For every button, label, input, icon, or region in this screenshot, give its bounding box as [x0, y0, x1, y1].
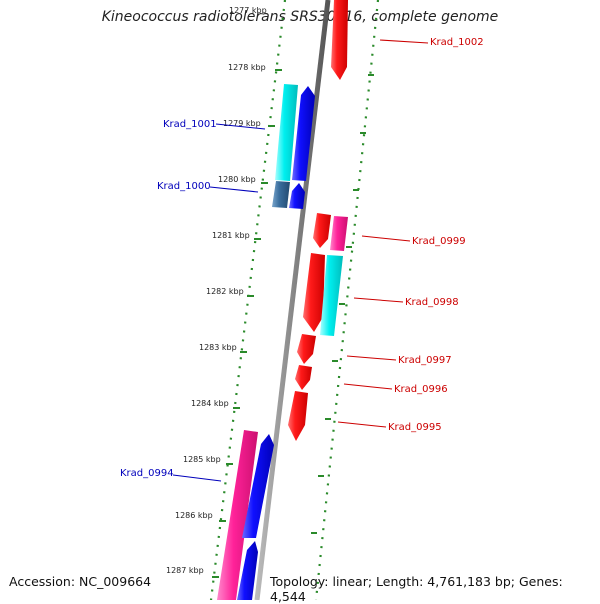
ruler-label: 1281 kbp: [212, 231, 250, 240]
ruler-label: 1285 kbp: [183, 455, 221, 464]
gene-krad-0996[interactable]: [295, 365, 312, 390]
ruler-label: 1282 kbp: [206, 287, 244, 296]
forward-gene-labels: Krad_1002 Krad_0999 Krad_0998 Krad_0997 …: [337, 37, 484, 433]
ruler-label: 1284 kbp: [191, 399, 229, 408]
ruler-label: 1286 kbp: [175, 511, 213, 520]
left-track-guide: [209, 0, 287, 600]
ruler-tick-marks: [212, 69, 282, 578]
gene-krad-0998-part[interactable]: [303, 253, 325, 332]
ruler-label-top-partial: 1277 kbp: [229, 6, 267, 15]
gene-krad-0999-part[interactable]: [313, 213, 331, 248]
gene-label-krad-0998[interactable]: Krad_0998: [405, 297, 459, 308]
reverse-gene-labels: Krad_1001 Krad_1000 Krad_0994: [120, 119, 266, 482]
gene-label-krad-0995[interactable]: Krad_0995: [388, 422, 442, 433]
gene-label-krad-1000[interactable]: Krad_1000: [157, 181, 211, 192]
gene-krad-0994[interactable]: [242, 434, 274, 538]
gene-krad-1000[interactable]: [289, 183, 305, 209]
right-track-guide: [314, 0, 380, 600]
gene-label-krad-0997[interactable]: Krad_0997: [398, 355, 452, 366]
gene-label-krad-0999[interactable]: Krad_0999: [412, 236, 466, 247]
right-track-ticks: [311, 74, 374, 534]
gene-krad-0998[interactable]: [320, 255, 343, 336]
gene-label-krad-1002[interactable]: Krad_1002: [430, 37, 484, 48]
gene-krad-0994-next[interactable]: [237, 541, 258, 600]
gene-krad-1001-part[interactable]: [275, 84, 298, 181]
gene-krad-0994-part[interactable]: [217, 430, 258, 600]
gene-krad-0995[interactable]: [288, 391, 308, 441]
gene-label-krad-1001[interactable]: Krad_1001: [163, 119, 217, 130]
gene-krad-0999[interactable]: [330, 216, 348, 251]
gene-krad-1001[interactable]: [292, 86, 315, 181]
gene-label-krad-0994[interactable]: Krad_0994: [120, 468, 174, 479]
gene-label-krad-0996[interactable]: Krad_0996: [394, 384, 448, 395]
ruler-label: 1278 kbp: [228, 63, 266, 72]
gene-krad-1000-part[interactable]: [272, 181, 290, 208]
accession-text: Accession: NC_009664: [9, 574, 152, 589]
gene-krad-0997[interactable]: [297, 334, 316, 364]
ruler-label: 1279 kbp: [223, 119, 261, 128]
ruler-label: 1280 kbp: [218, 175, 256, 184]
ruler-label: 1287 kbp: [166, 566, 204, 575]
ruler-label: 1283 kbp: [199, 343, 237, 352]
genome-backbone: [254, 0, 331, 600]
gene-krad-1002[interactable]: [331, 0, 348, 80]
genome-title: Kineococcus radiotolerans SRS30216, comp…: [101, 9, 499, 25]
